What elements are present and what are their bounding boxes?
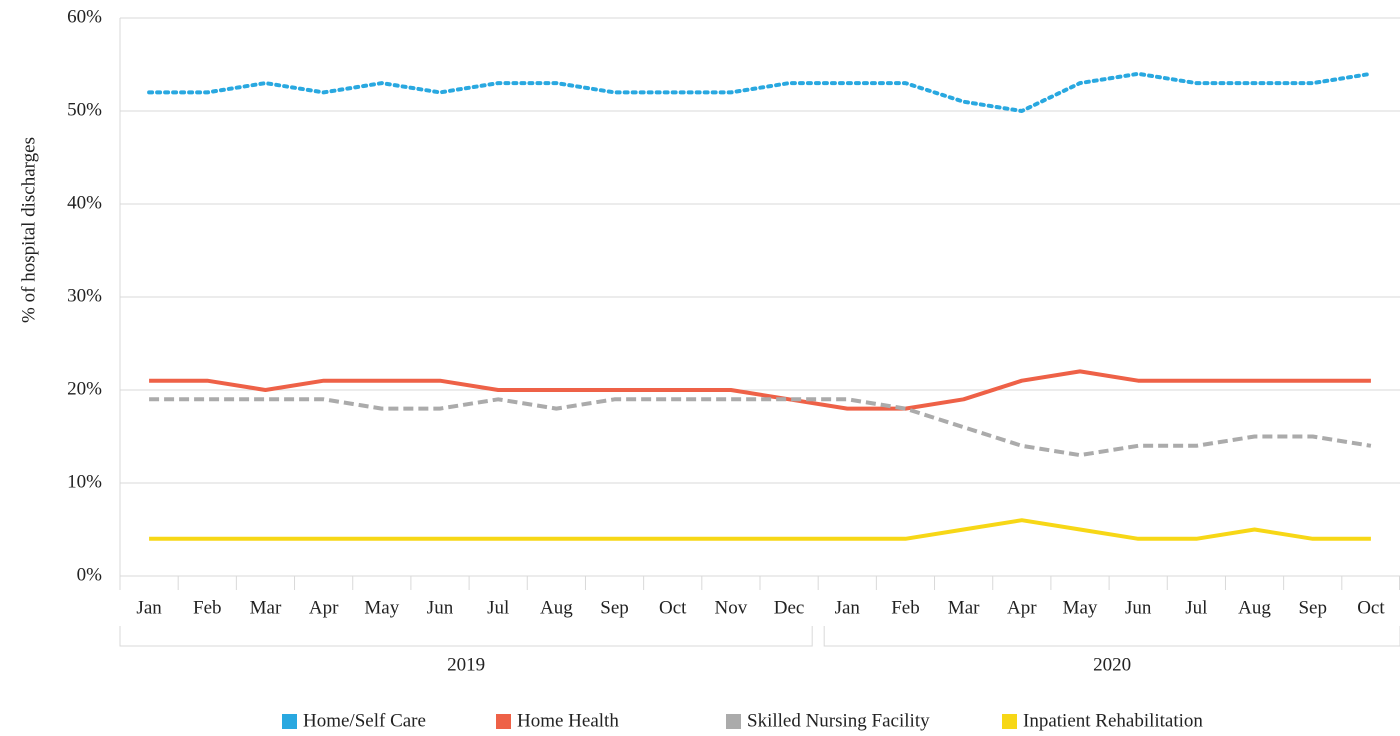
y-tick-label: 10% bbox=[67, 471, 102, 492]
group-bracket bbox=[823, 626, 1400, 647]
x-tick-label: Apr bbox=[1007, 597, 1037, 618]
x-tick-label: Nov bbox=[715, 597, 748, 618]
x-tick-label: Sep bbox=[600, 597, 629, 618]
line-series bbox=[149, 518, 1371, 541]
x-tick-label: May bbox=[364, 597, 399, 618]
line-series bbox=[149, 397, 1372, 458]
x-tick-label: May bbox=[1063, 597, 1098, 618]
line-series bbox=[149, 369, 1371, 411]
x-tick-label: Oct bbox=[1357, 597, 1385, 618]
x-tick-label: Aug bbox=[540, 597, 573, 618]
y-tick-label: 50% bbox=[67, 99, 102, 120]
x-tick-label: Jul bbox=[1185, 597, 1207, 618]
x-tick-label: Oct bbox=[659, 597, 687, 618]
x-tick-label: Aug bbox=[1238, 597, 1271, 618]
legend-swatch bbox=[726, 714, 741, 729]
group-label: 2019 bbox=[447, 654, 485, 675]
y-tick-label: 20% bbox=[67, 378, 102, 399]
x-tick-label: Jan bbox=[835, 597, 861, 618]
y-tick-label: 60% bbox=[67, 6, 102, 27]
x-tick-label: Feb bbox=[193, 597, 222, 618]
legend-label: Inpatient Rehabilitation bbox=[1023, 710, 1203, 731]
legend-swatch bbox=[282, 714, 297, 729]
legend-swatch bbox=[1002, 714, 1017, 729]
x-tick-label: Apr bbox=[309, 597, 339, 618]
legend-swatch bbox=[496, 714, 511, 729]
y-tick-label: 30% bbox=[67, 285, 102, 306]
legend-label: Home/Self Care bbox=[303, 710, 426, 731]
x-tick-label: Jun bbox=[1125, 597, 1152, 618]
line-series bbox=[147, 71, 1373, 113]
group-bracket bbox=[119, 626, 813, 647]
legend-label: Skilled Nursing Facility bbox=[747, 710, 930, 731]
x-tick-label: Jun bbox=[427, 597, 454, 618]
x-tick-label: Jul bbox=[487, 597, 509, 618]
x-tick-label: Jan bbox=[136, 597, 162, 618]
x-tick-label: Mar bbox=[948, 597, 980, 618]
y-tick-label: 40% bbox=[67, 192, 102, 213]
y-axis-label: % of hospital discharges bbox=[18, 137, 39, 323]
x-tick-label: Dec bbox=[774, 597, 805, 618]
x-tick-label: Mar bbox=[250, 597, 282, 618]
x-tick-label: Feb bbox=[891, 597, 920, 618]
group-label: 2020 bbox=[1093, 654, 1131, 675]
legend-label: Home Health bbox=[517, 710, 619, 731]
y-tick-label: 0% bbox=[77, 564, 103, 585]
x-tick-label: Sep bbox=[1298, 597, 1327, 618]
